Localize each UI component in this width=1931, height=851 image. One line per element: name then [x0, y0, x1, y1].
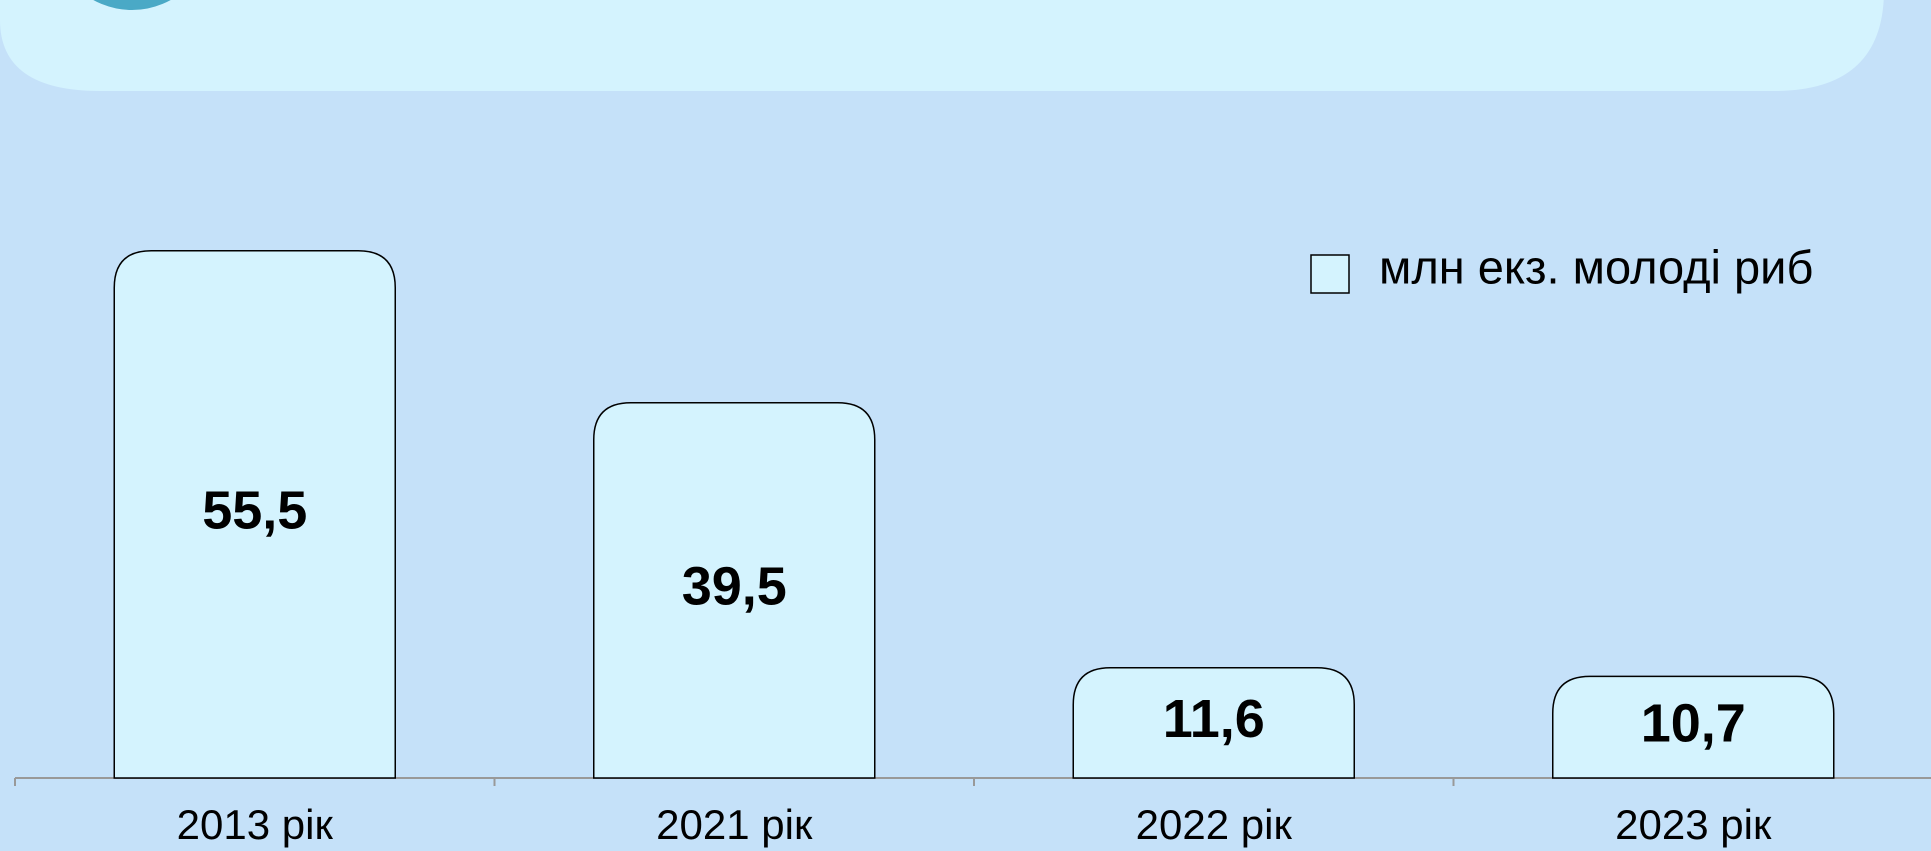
value-label: 39,5: [682, 557, 787, 617]
x-tick-label: 2023 рік: [1615, 801, 1772, 848]
legend-swatch: [1310, 254, 1350, 294]
bar: [593, 402, 876, 779]
value-label: 11,6: [1163, 689, 1265, 749]
bar: [1072, 667, 1355, 779]
bar: [1552, 675, 1835, 779]
x-tick-label: 2022 рік: [1136, 801, 1293, 848]
value-label: 55,5: [202, 481, 307, 541]
bar: [113, 250, 396, 779]
header-badge: [93, 0, 171, 10]
x-tick-label: 2013 рік: [177, 801, 334, 848]
x-tick-label: 2021 рік: [656, 801, 813, 848]
legend-label: млн екз. молоді риб: [1379, 240, 1813, 293]
header-panel: [0, 0, 1884, 91]
value-label: 10,7: [1641, 693, 1746, 753]
